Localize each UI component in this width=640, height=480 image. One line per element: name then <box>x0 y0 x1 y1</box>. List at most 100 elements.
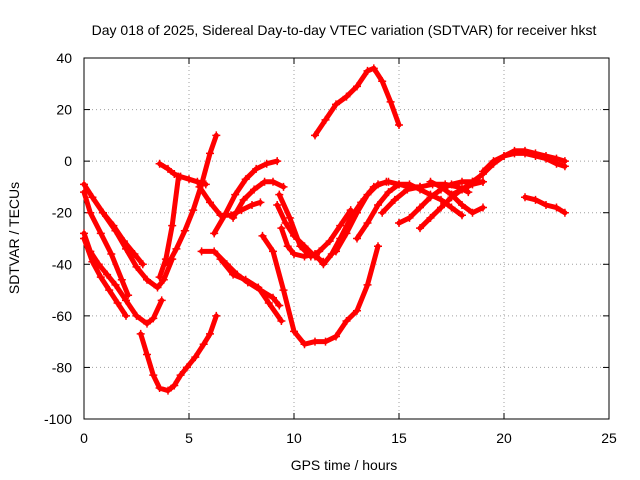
data-point <box>458 177 466 186</box>
data-point <box>426 213 435 222</box>
series-line <box>218 256 284 324</box>
data-point <box>103 270 112 279</box>
data-point <box>191 353 200 362</box>
data-point <box>176 371 185 380</box>
data-point <box>395 121 403 130</box>
series-arc-14 <box>216 255 286 326</box>
data-point <box>489 157 498 166</box>
data-point <box>269 293 277 302</box>
data-point <box>136 329 145 338</box>
series-arc-8 <box>155 159 210 189</box>
x-axis-label: GPS time / hours <box>291 457 398 473</box>
data-point <box>386 97 395 106</box>
data-point <box>500 151 508 160</box>
x-tick-label: 10 <box>286 430 302 446</box>
data-point <box>332 247 340 256</box>
data-point <box>269 177 277 186</box>
data-point <box>336 221 345 230</box>
data-point <box>363 66 372 75</box>
data-point <box>560 208 569 217</box>
data-point <box>143 275 151 284</box>
data-point <box>153 283 162 292</box>
data-point <box>216 255 225 264</box>
data-point <box>342 229 351 238</box>
series-arc-2 <box>80 188 133 300</box>
series-line <box>81 181 175 290</box>
data-point <box>264 298 273 307</box>
data-point <box>197 247 206 256</box>
data-point <box>262 159 271 168</box>
data-point <box>311 337 319 346</box>
data-point <box>319 260 328 269</box>
data-point <box>311 131 319 140</box>
data-point <box>447 180 456 189</box>
data-point <box>143 319 151 328</box>
y-axis: -100 -80 -60 -40 -20 0 20 40 <box>44 50 609 427</box>
series-line <box>81 189 131 298</box>
data-point <box>374 242 382 251</box>
data-point <box>155 384 164 393</box>
data-point <box>113 298 122 307</box>
x-tick-label: 5 <box>185 430 193 446</box>
data-point <box>206 149 214 158</box>
series-line <box>312 65 402 138</box>
data-point <box>80 188 88 197</box>
data-point <box>552 203 561 212</box>
data-point <box>374 180 382 189</box>
data-point <box>447 203 456 212</box>
data-point <box>132 311 141 320</box>
series-arc-12 <box>229 177 288 222</box>
data-point <box>510 149 519 158</box>
data-point <box>342 92 351 101</box>
series-line <box>230 179 286 221</box>
data-point <box>132 262 141 271</box>
data-point <box>521 193 529 202</box>
data-point <box>176 172 185 181</box>
data-point <box>437 203 445 212</box>
data-point <box>206 329 214 338</box>
data-point <box>416 182 424 191</box>
data-point <box>468 208 477 217</box>
series-line <box>260 233 381 347</box>
data-point <box>80 180 88 189</box>
data-point <box>109 221 118 230</box>
data-point <box>210 247 219 256</box>
data-point <box>395 219 403 228</box>
data-point <box>96 273 105 282</box>
data-point <box>279 286 288 295</box>
data-point <box>149 314 158 323</box>
data-point <box>447 190 456 199</box>
data-point <box>384 188 393 197</box>
data-point <box>88 257 97 266</box>
data-point <box>353 82 361 91</box>
data-point <box>119 237 128 246</box>
data-point <box>325 237 334 246</box>
data-point <box>229 270 238 279</box>
data-point <box>426 193 435 202</box>
data-point <box>395 180 403 189</box>
data-point <box>138 260 147 269</box>
data-point <box>185 175 193 184</box>
data-point <box>300 252 309 261</box>
series-arc-10 <box>195 182 265 220</box>
series-arc-9 <box>164 131 221 269</box>
data-point <box>479 167 487 176</box>
x-tick-label: 25 <box>601 430 617 446</box>
data-point <box>206 198 214 207</box>
data-point <box>182 363 191 372</box>
data-point <box>283 242 292 251</box>
data-point <box>80 234 88 243</box>
data-point <box>277 224 286 233</box>
series-arc-27 <box>479 149 569 176</box>
data-point <box>164 386 172 395</box>
data-point <box>374 200 382 209</box>
x-tick-label: 20 <box>496 430 512 446</box>
data-point <box>384 177 393 186</box>
data-point <box>159 275 168 284</box>
data-point <box>105 286 114 295</box>
data-point <box>479 177 487 186</box>
series-arc-11 <box>210 157 282 238</box>
data-point <box>231 190 240 199</box>
y-tick-label: 20 <box>56 102 72 118</box>
